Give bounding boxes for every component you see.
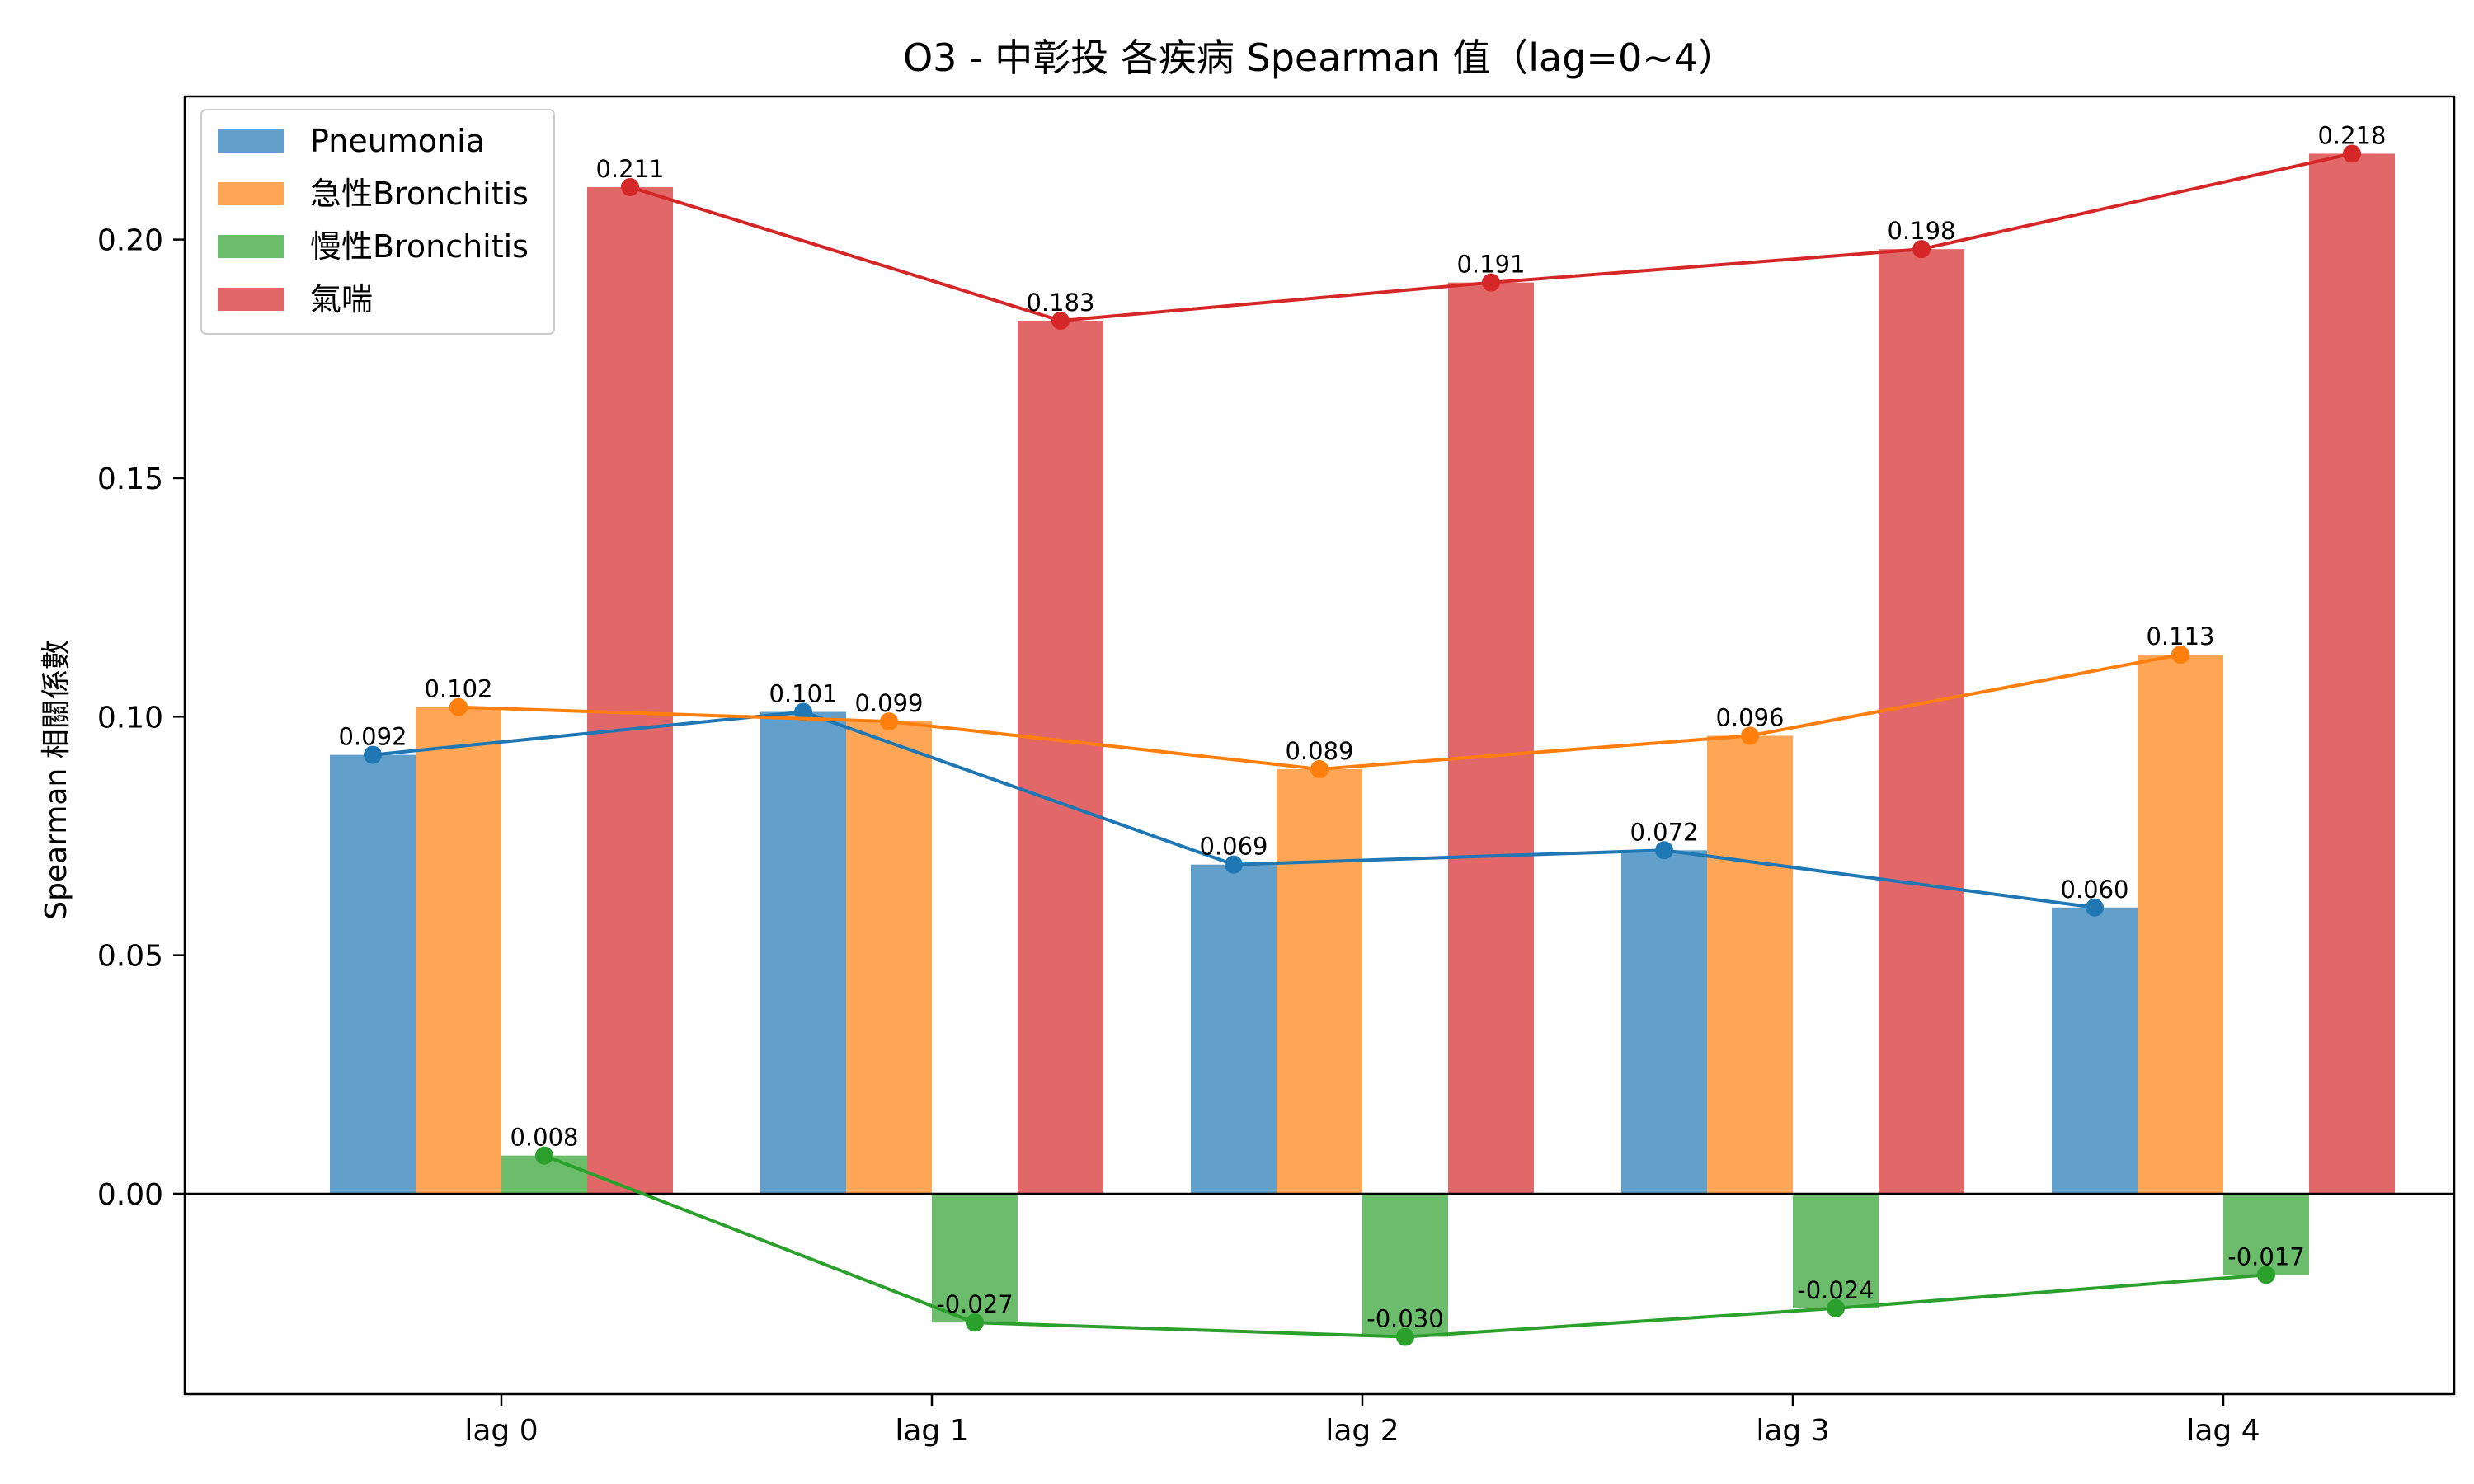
x-tick-label-0: lag 0	[464, 1414, 538, 1448]
data-label-2-0: 0.008	[510, 1124, 578, 1152]
legend-label-2: 慢性Bronchitis	[310, 228, 529, 265]
point-0-0	[364, 745, 382, 764]
point-2-1	[966, 1313, 984, 1332]
bar-3-3	[1879, 249, 1964, 1194]
data-label-1-2: 0.089	[1285, 737, 1353, 765]
legend-label-1: 急性Bronchitis	[310, 176, 529, 212]
bar-0-0	[330, 754, 416, 1194]
point-1-1	[880, 712, 898, 731]
bar-2-1	[932, 1193, 1018, 1323]
legend-swatch-3	[218, 288, 284, 311]
point-3-4	[2343, 144, 2361, 163]
point-0-3	[1655, 841, 1673, 860]
data-label-0-1: 0.101	[769, 679, 837, 707]
bar-1-1	[846, 721, 932, 1194]
y-tick-label-2: 0.10	[97, 701, 163, 735]
x-tick-label-1: lag 1	[895, 1414, 968, 1448]
data-label-3-1: 0.183	[1026, 289, 1094, 317]
point-1-0	[449, 697, 468, 716]
data-label-3-0: 0.211	[595, 155, 664, 183]
data-label-0-0: 0.092	[338, 723, 407, 751]
bar-2-2	[1362, 1193, 1448, 1337]
point-3-3	[1912, 240, 1931, 259]
data-label-1-4: 0.113	[2146, 622, 2214, 650]
bar-0-1	[760, 711, 846, 1194]
bar-0-2	[1191, 864, 1277, 1194]
data-label-2-3: -0.024	[1797, 1276, 1874, 1304]
y-tick-label-3: 0.15	[97, 463, 163, 496]
plot-area: 0.092 0.101 0.069 0.072 0.060 0.102 0.099 0.089…	[97, 95, 2456, 1448]
bar-3-0	[587, 186, 673, 1194]
bar-3-4	[2309, 153, 2395, 1194]
point-0-2	[1225, 855, 1243, 874]
x-tick-label-2: lag 2	[1325, 1414, 1399, 1448]
data-label-1-3: 0.096	[1715, 703, 1784, 731]
x-tick-label-4: lag 4	[2186, 1414, 2260, 1448]
legend-swatch-0	[218, 129, 284, 153]
bar-3-2	[1448, 282, 1534, 1194]
legend-label-3: 氣喘	[310, 281, 373, 317]
bar-1-0	[416, 707, 501, 1194]
point-0-1	[794, 702, 812, 721]
y-tick-label-4: 0.20	[97, 224, 163, 258]
point-3-0	[621, 177, 639, 196]
data-label-3-3: 0.198	[1887, 217, 1955, 245]
data-label-2-2: -0.030	[1366, 1305, 1444, 1333]
point-2-4	[2257, 1266, 2275, 1284]
point-2-3	[1827, 1298, 1845, 1317]
legend-swatch-1	[218, 182, 284, 205]
data-label-2-1: -0.027	[936, 1290, 1014, 1318]
legend: Pneumonia 急性Bronchitis 慢性Bronchitis 氣喘	[200, 109, 555, 335]
legend-label-0: Pneumonia	[310, 123, 485, 159]
bar-3-1	[1018, 320, 1103, 1194]
x-tick-label-3: lag 3	[1756, 1414, 1829, 1448]
data-label-1-0: 0.102	[424, 675, 492, 703]
point-1-3	[1741, 726, 1759, 745]
data-label-0-4: 0.060	[2060, 876, 2128, 904]
legend-box	[200, 109, 555, 335]
chart-title: O3 - 中彰投 各疾病 Spearman 值（lag=0~4）	[903, 35, 1736, 80]
point-0-4	[2086, 898, 2104, 917]
bar-1-3	[1707, 735, 1793, 1194]
data-label-1-1: 0.099	[854, 689, 923, 717]
point-2-2	[1396, 1327, 1414, 1346]
point-2-0	[535, 1146, 553, 1165]
bar-2-4	[2223, 1193, 2309, 1275]
bar-0-3	[1621, 850, 1707, 1194]
axes-frame	[183, 95, 2456, 1396]
point-3-2	[1482, 273, 1500, 292]
data-label-2-4: -0.017	[2227, 1242, 2305, 1270]
bar-1-4	[2138, 655, 2223, 1194]
data-label-0-3: 0.072	[1630, 818, 1698, 846]
y-axis-label: Spearman 相關係數	[40, 640, 73, 919]
bar-1-2	[1277, 768, 1362, 1194]
bar-2-3	[1793, 1193, 1879, 1308]
data-label-0-2: 0.069	[1199, 833, 1268, 861]
y-tick-label-0: 0.00	[97, 1178, 163, 1212]
bar-0-4	[2052, 907, 2138, 1194]
data-label-3-4: 0.218	[2317, 121, 2386, 149]
point-1-4	[2171, 646, 2189, 665]
point-1-2	[1310, 759, 1329, 778]
data-label-3-2: 0.191	[1456, 251, 1525, 279]
point-3-1	[1051, 311, 1070, 330]
y-tick-label-1: 0.05	[97, 940, 163, 974]
legend-swatch-2	[218, 235, 284, 258]
